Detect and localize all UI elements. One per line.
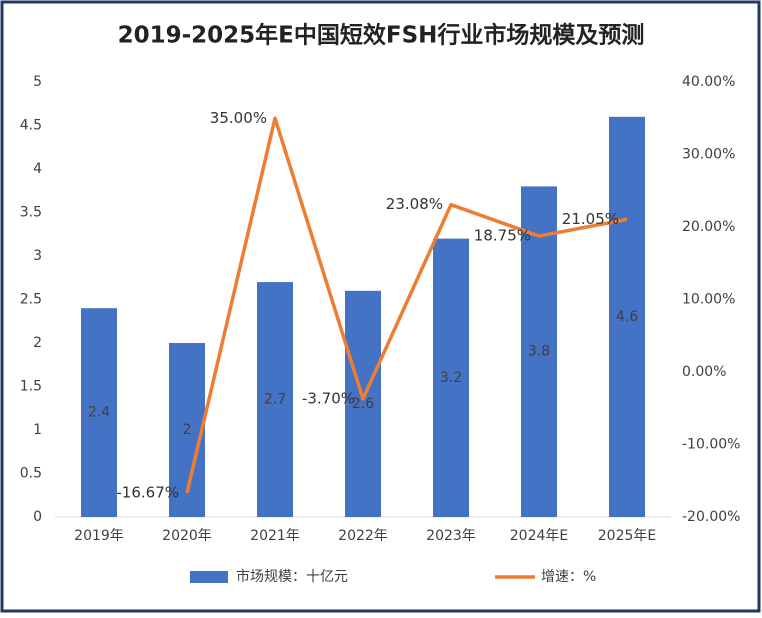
bar-label: 4.6 [616,309,638,325]
line-label: 21.05% [562,210,619,228]
bar [345,290,381,517]
y-tick-label: 1 [33,422,42,438]
bar-label: 2.7 [264,392,286,408]
x-tick-label: 2024年E [510,528,568,544]
y-tick-label: 2 [33,335,42,351]
bar [521,186,557,517]
line-label: -3.70% [302,389,355,407]
bar-label: 2.6 [352,396,374,412]
x-tick-label: 2023年 [426,528,476,544]
y-tick-label: 2.5 [20,292,42,308]
line-label: 18.75% [474,227,531,245]
y2-tick-label: 0.00% [682,364,726,380]
bar [433,238,469,517]
legend-label: 市场规模：十亿元 [236,568,348,585]
bar-label: 2 [183,422,192,438]
bar [257,282,293,517]
y-tick-label: 0.5 [20,466,42,482]
bar-label: 3.8 [528,344,550,360]
x-tick-label: 2025年E [598,528,656,544]
legend-label: 增速：% [541,569,596,585]
legend-swatch [190,571,228,583]
chart-title: 2019-2025年E中国短效FSH行业市场规模及预测 [118,22,645,49]
x-tick-label: 2019年 [74,528,124,544]
y-tick-label: 3 [33,248,42,264]
y-tick-label: 1.5 [20,379,42,395]
bar [609,116,645,518]
y-tick-label: 3.5 [20,205,42,221]
y2-tick-label: 40.00% [682,74,735,90]
line-label: 23.08% [386,195,443,213]
y2-tick-label: 10.00% [682,292,735,308]
y2-tick-label: 30.00% [682,147,735,163]
y-tick-label: 5 [33,74,42,90]
y-tick-label: 4.5 [20,118,42,134]
y-tick-label: 0 [33,509,42,525]
y-tick-label: 4 [33,161,42,177]
line-label: -16.67% [116,483,179,501]
bar [81,308,117,517]
x-tick-label: 2021年 [250,528,300,544]
bar-label: 2.4 [88,405,110,421]
y2-tick-label: -20.00% [682,509,740,525]
x-tick-label: 2020年 [162,528,212,544]
line-label: 35.00% [210,109,267,127]
line [185,116,628,494]
x-tick-label: 2022年 [338,528,388,544]
y2-tick-label: -10.00% [682,437,740,453]
y2-tick-label: 20.00% [682,219,735,235]
bar-label: 3.2 [440,370,462,386]
